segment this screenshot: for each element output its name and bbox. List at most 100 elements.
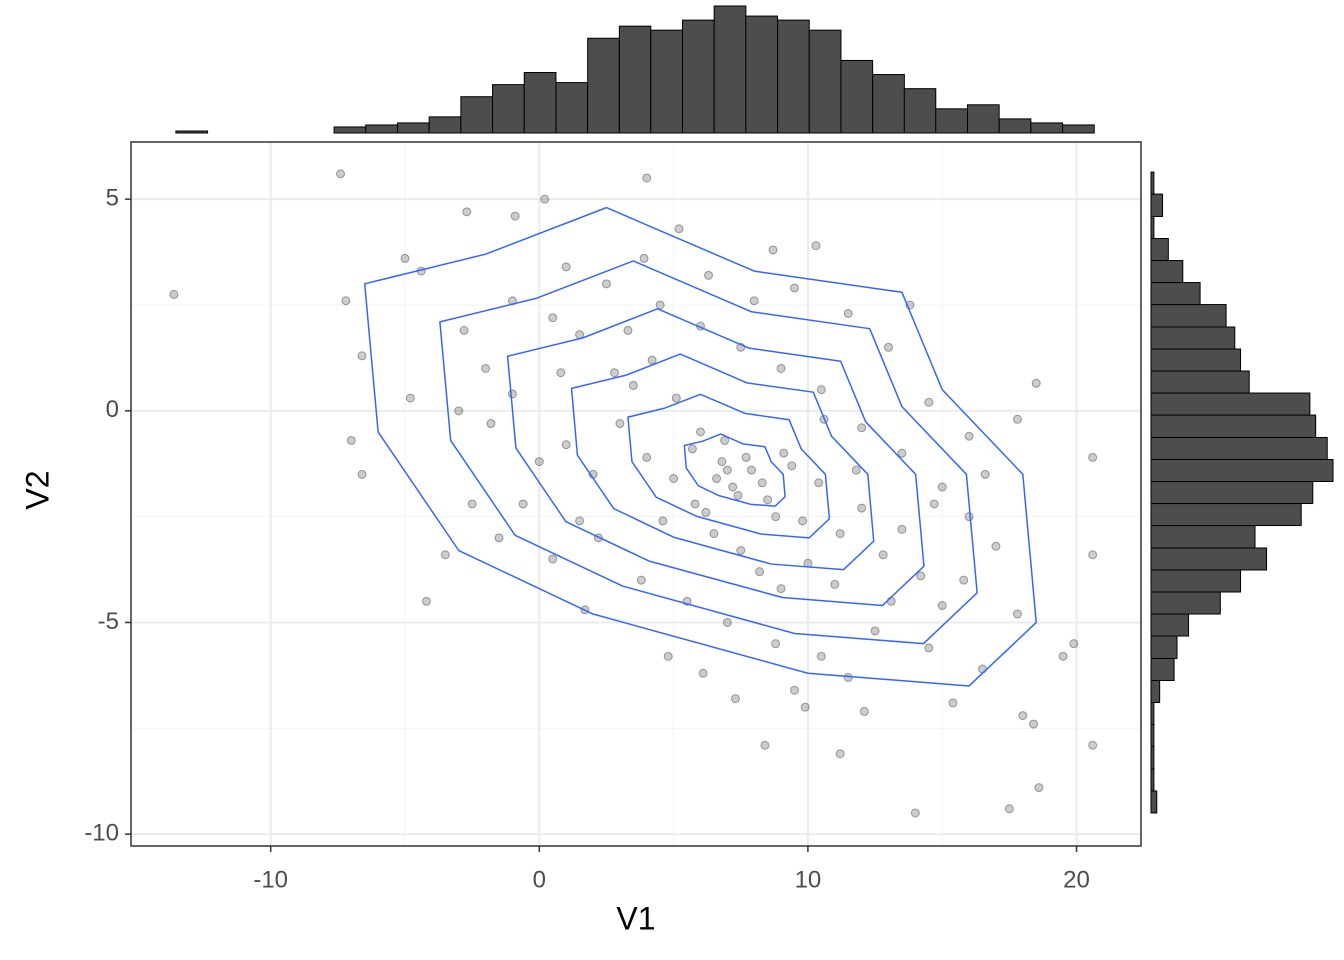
point: [816, 385, 826, 395]
point: [556, 368, 566, 378]
histogram-bar: [1150, 679, 1161, 703]
point: [548, 313, 558, 323]
point: [610, 368, 620, 378]
histogram-bar: [365, 124, 398, 134]
contour: [683, 433, 786, 507]
contour: [439, 260, 978, 645]
histogram-bar: [428, 116, 462, 134]
point: [857, 503, 867, 513]
histogram-bar: [1150, 260, 1184, 284]
x-tick-label: 0: [533, 866, 546, 893]
histogram-bar: [1150, 790, 1158, 814]
point: [405, 393, 415, 403]
histogram-bar: [1150, 282, 1201, 306]
point: [642, 452, 652, 462]
histogram-bar: [1150, 503, 1302, 527]
point: [717, 457, 727, 467]
histogram-bar: [1150, 193, 1164, 218]
point: [811, 241, 821, 251]
histogram-bar: [935, 108, 968, 134]
point: [601, 279, 611, 289]
point: [851, 465, 861, 475]
point: [628, 380, 638, 390]
point: [749, 296, 759, 306]
point: [736, 546, 746, 556]
x-tick-label: 10: [795, 866, 822, 893]
point: [1088, 550, 1098, 560]
histogram-bar: [460, 96, 494, 134]
contour: [363, 206, 1037, 687]
panel-border: [130, 141, 1142, 847]
point: [655, 300, 665, 310]
histogram-bar: [1150, 414, 1317, 438]
histogram-bar: [1150, 348, 1242, 372]
contour: [506, 308, 925, 607]
point: [1018, 711, 1028, 721]
histogram-bar: [587, 37, 620, 134]
point: [897, 524, 907, 534]
point: [830, 579, 840, 589]
point: [771, 639, 781, 649]
point: [1069, 639, 1079, 649]
histogram-bar: [1150, 635, 1178, 659]
histogram-bar: [1150, 458, 1334, 483]
point: [623, 325, 633, 335]
point: [357, 469, 367, 479]
histogram-bar: [966, 104, 1000, 134]
point: [897, 448, 907, 458]
y-tick-label: -5: [98, 608, 119, 635]
point: [510, 211, 520, 221]
point: [916, 571, 926, 581]
point: [636, 575, 646, 585]
point: [647, 355, 657, 365]
point: [835, 749, 845, 759]
point: [540, 194, 550, 204]
point: [658, 516, 668, 526]
histogram-bar: [1030, 122, 1064, 134]
histogram-bar: [396, 122, 430, 134]
point: [336, 169, 346, 179]
point: [857, 423, 867, 433]
point: [789, 283, 799, 293]
x-axis-title: V1: [616, 900, 655, 936]
point: [1088, 452, 1098, 462]
point: [421, 596, 431, 606]
histogram-bar: [1150, 613, 1190, 637]
point: [1034, 783, 1044, 793]
point: [924, 643, 934, 653]
point: [948, 698, 958, 708]
point: [674, 224, 684, 234]
point: [704, 270, 714, 280]
point: [1088, 740, 1098, 750]
point: [615, 419, 625, 429]
histogram-bar: [333, 126, 367, 134]
point: [776, 363, 786, 373]
point: [964, 512, 974, 522]
point: [747, 465, 757, 475]
histogram-bar: [1150, 436, 1328, 460]
histogram-bar: [1150, 238, 1169, 262]
point: [518, 499, 528, 509]
point: [534, 457, 544, 467]
point: [787, 461, 797, 471]
point: [964, 431, 974, 441]
point: [924, 397, 934, 407]
histogram-bar: [1150, 392, 1311, 416]
histogram-bar: [872, 74, 905, 134]
point: [835, 529, 845, 539]
histogram-bar: [1150, 304, 1227, 328]
point: [733, 490, 743, 500]
histogram-bar: [650, 29, 683, 134]
point: [1012, 609, 1022, 619]
point: [878, 550, 888, 560]
histogram-bar: [523, 72, 557, 134]
point: [642, 173, 652, 183]
point: [910, 808, 920, 818]
point: [712, 474, 722, 484]
point: [776, 584, 786, 594]
point: [870, 626, 880, 636]
point: [561, 262, 571, 272]
histogram-bar: [1150, 701, 1155, 726]
